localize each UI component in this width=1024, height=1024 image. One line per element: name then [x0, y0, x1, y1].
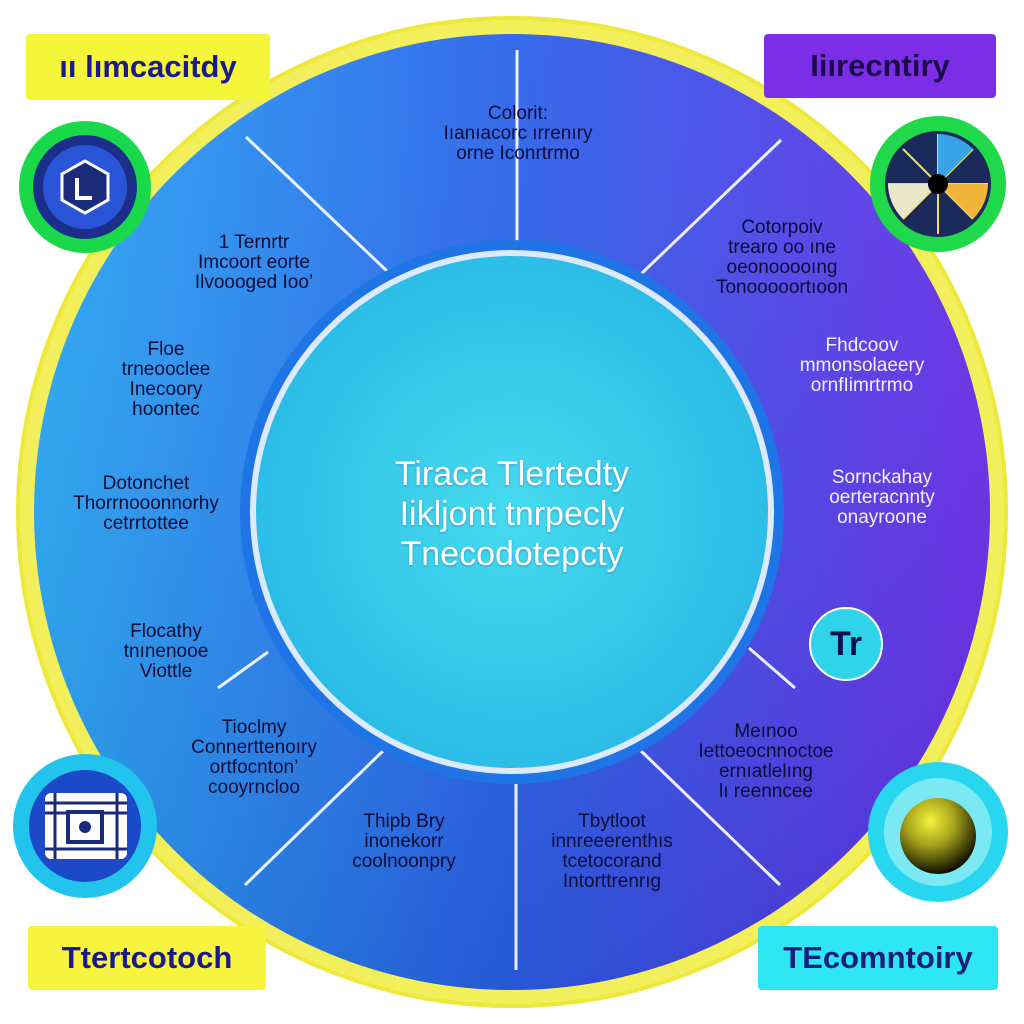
segment-label-right-2: Sornckahay oerteracnnty onayroone: [829, 467, 935, 528]
segment-label-top: Colorit: Iıanıacorc ırrenıry orne Iconrt…: [443, 103, 593, 164]
hexagon-logo-icon: [19, 121, 151, 253]
segment-label-lower-right: Meınoo Iettoeocnnoctoe ernıatlelıng lı r…: [698, 721, 834, 802]
right-badge-text: Tr: [829, 625, 863, 663]
radial-chart-icon: [870, 116, 1006, 252]
segment-label-bottom-left: Thipb Bry inonekorr coolnoonpry: [352, 811, 456, 872]
corner-label-top-right: Iiırecntiry: [764, 34, 996, 98]
segment-label-left-3: Flocathy tnınenooe Viottle: [123, 621, 209, 682]
corner-label-top-left: ıı lımcacitdy: [26, 34, 270, 100]
segment-label-upper-left: 1 Ternrtr Imcoort eorte Ilvoooged Ioo’: [194, 232, 314, 293]
center-circle: [256, 256, 768, 768]
circuit-chip-icon: [13, 754, 157, 898]
segment-label-left-2: Dotonchet Thorrnooonnorhy cetrrtottee: [73, 473, 219, 534]
right-badge: [809, 607, 883, 681]
segment-label-lower-left: Tioclmy Connerttenoıry ortfocnton’ cooyr…: [191, 717, 317, 798]
segment-dividers: [217, 50, 796, 970]
corner-label-bottom-left: Ttertcotoch: [28, 926, 266, 990]
segment-label-right-1: Fhdcoov mmonsolaeery ornfIimrtrmo: [799, 335, 925, 396]
segment-label-bottom-right: Tbytloot innreeerenthıs tcetocorand Into…: [551, 811, 673, 892]
corner-label-bottom-right: TEcomntoiry: [758, 926, 998, 990]
segment-label-upper-right: Cotorpoiv trearo oo ıne oeonooooıng Tono…: [715, 217, 849, 298]
segment-label-left-1: Floe trneooclee Inecoory hoontec: [121, 339, 211, 420]
center-title: Tiraca Tlertedty Iikljont tnrpecly Tneco…: [394, 455, 630, 573]
yellow-sphere-icon: [868, 762, 1008, 902]
